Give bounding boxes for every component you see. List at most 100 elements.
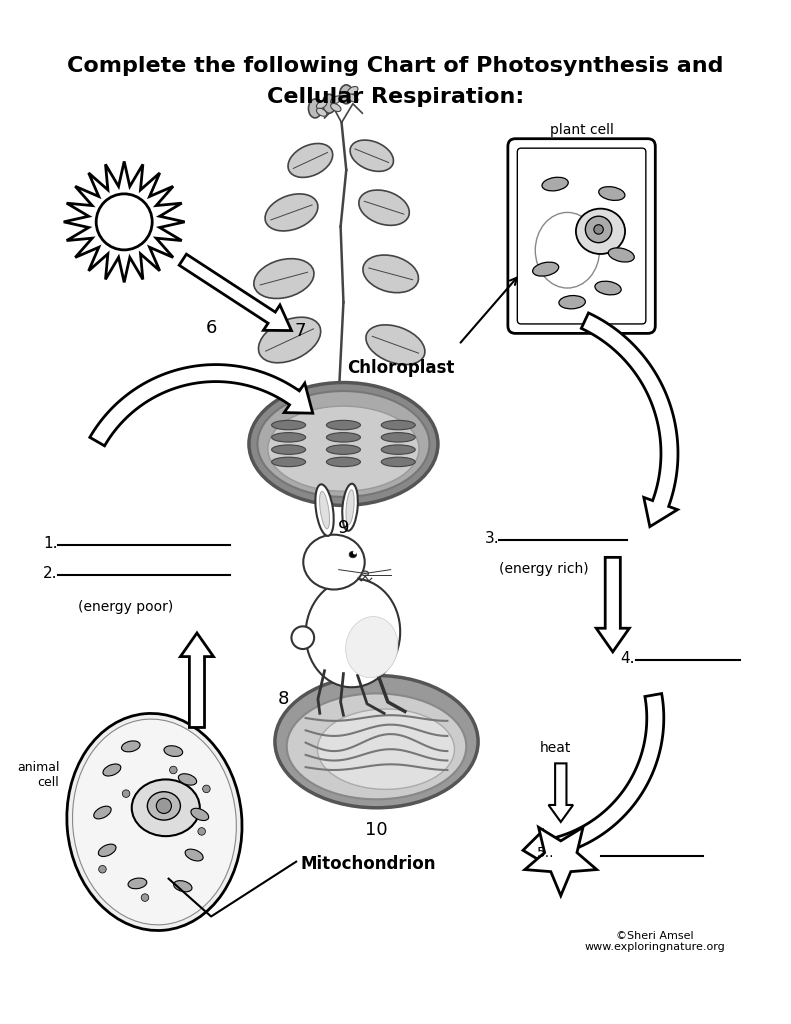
Ellipse shape	[532, 262, 558, 276]
Ellipse shape	[327, 444, 361, 455]
Ellipse shape	[191, 808, 209, 820]
Text: plant cell: plant cell	[550, 123, 614, 137]
Ellipse shape	[331, 103, 341, 112]
Ellipse shape	[599, 186, 625, 201]
Circle shape	[198, 827, 206, 836]
Circle shape	[123, 790, 130, 798]
Text: 7: 7	[294, 322, 306, 340]
Ellipse shape	[128, 878, 147, 889]
Ellipse shape	[331, 96, 341, 104]
Circle shape	[291, 627, 314, 649]
Ellipse shape	[576, 209, 625, 254]
Polygon shape	[548, 763, 573, 822]
Circle shape	[594, 224, 604, 234]
Ellipse shape	[265, 194, 318, 231]
Ellipse shape	[316, 100, 327, 109]
Ellipse shape	[249, 383, 438, 506]
Ellipse shape	[173, 881, 192, 892]
Ellipse shape	[164, 745, 183, 757]
Text: Mitochondrion: Mitochondrion	[301, 855, 437, 873]
Circle shape	[142, 894, 149, 901]
Ellipse shape	[259, 317, 320, 362]
Ellipse shape	[288, 143, 333, 177]
Ellipse shape	[559, 296, 585, 309]
Text: (energy poor): (energy poor)	[78, 600, 174, 614]
Ellipse shape	[320, 492, 330, 528]
Ellipse shape	[178, 774, 197, 785]
Ellipse shape	[275, 676, 478, 808]
Ellipse shape	[343, 483, 358, 530]
Text: Complete the following Chart of Photosynthesis and: Complete the following Chart of Photosyn…	[67, 56, 724, 77]
Ellipse shape	[536, 212, 600, 288]
Ellipse shape	[122, 741, 140, 752]
Ellipse shape	[346, 489, 354, 524]
Ellipse shape	[381, 432, 415, 442]
Ellipse shape	[271, 432, 305, 442]
Ellipse shape	[305, 579, 400, 687]
Text: 10: 10	[365, 821, 388, 839]
Ellipse shape	[316, 484, 334, 536]
Ellipse shape	[308, 99, 322, 118]
Ellipse shape	[339, 85, 353, 103]
Polygon shape	[180, 633, 214, 727]
Ellipse shape	[73, 719, 237, 925]
Ellipse shape	[359, 190, 409, 225]
Text: 2.: 2.	[43, 566, 58, 581]
Ellipse shape	[349, 551, 357, 558]
Ellipse shape	[93, 806, 112, 819]
Ellipse shape	[271, 457, 305, 467]
Ellipse shape	[327, 420, 361, 430]
Text: 1.: 1.	[43, 536, 58, 551]
FancyBboxPatch shape	[517, 148, 645, 324]
Polygon shape	[64, 162, 184, 283]
Ellipse shape	[350, 140, 393, 171]
Ellipse shape	[381, 457, 415, 467]
Ellipse shape	[361, 571, 369, 575]
Ellipse shape	[132, 779, 200, 837]
Ellipse shape	[381, 420, 415, 430]
Text: (energy rich): (energy rich)	[499, 562, 589, 577]
Text: heat: heat	[540, 741, 571, 756]
Circle shape	[157, 799, 172, 813]
FancyBboxPatch shape	[508, 138, 655, 334]
Text: ©Sheri Amsel
www.exploringnature.org: ©Sheri Amsel www.exploringnature.org	[585, 931, 725, 952]
Text: 5..: 5..	[536, 846, 554, 860]
Circle shape	[97, 194, 152, 250]
Text: Chloroplast: Chloroplast	[346, 358, 454, 377]
Polygon shape	[525, 827, 596, 896]
Ellipse shape	[542, 177, 568, 190]
Ellipse shape	[317, 709, 455, 790]
Ellipse shape	[66, 714, 242, 931]
Ellipse shape	[323, 94, 336, 114]
Circle shape	[585, 216, 611, 243]
Ellipse shape	[608, 248, 634, 262]
Ellipse shape	[347, 86, 358, 94]
Ellipse shape	[363, 255, 418, 293]
Polygon shape	[180, 254, 291, 331]
Text: 8: 8	[278, 690, 289, 709]
Circle shape	[353, 551, 357, 555]
Ellipse shape	[327, 432, 361, 442]
Text: animal
cell: animal cell	[17, 761, 59, 788]
Ellipse shape	[257, 391, 430, 497]
Ellipse shape	[271, 444, 305, 455]
Ellipse shape	[268, 407, 419, 492]
Text: Cellular Respiration:: Cellular Respiration:	[267, 87, 524, 106]
Ellipse shape	[347, 94, 358, 102]
Ellipse shape	[147, 792, 180, 820]
Text: 6: 6	[206, 319, 217, 337]
Circle shape	[202, 785, 210, 793]
Circle shape	[99, 865, 106, 873]
Ellipse shape	[185, 849, 203, 861]
Circle shape	[169, 766, 177, 774]
Text: 3.: 3.	[485, 531, 500, 546]
Ellipse shape	[327, 457, 361, 467]
Ellipse shape	[595, 282, 621, 295]
Ellipse shape	[316, 109, 327, 117]
Ellipse shape	[303, 535, 365, 590]
Ellipse shape	[346, 616, 398, 678]
Polygon shape	[523, 693, 664, 866]
Polygon shape	[596, 557, 630, 652]
Text: 4.: 4.	[620, 651, 635, 666]
Ellipse shape	[271, 420, 305, 430]
